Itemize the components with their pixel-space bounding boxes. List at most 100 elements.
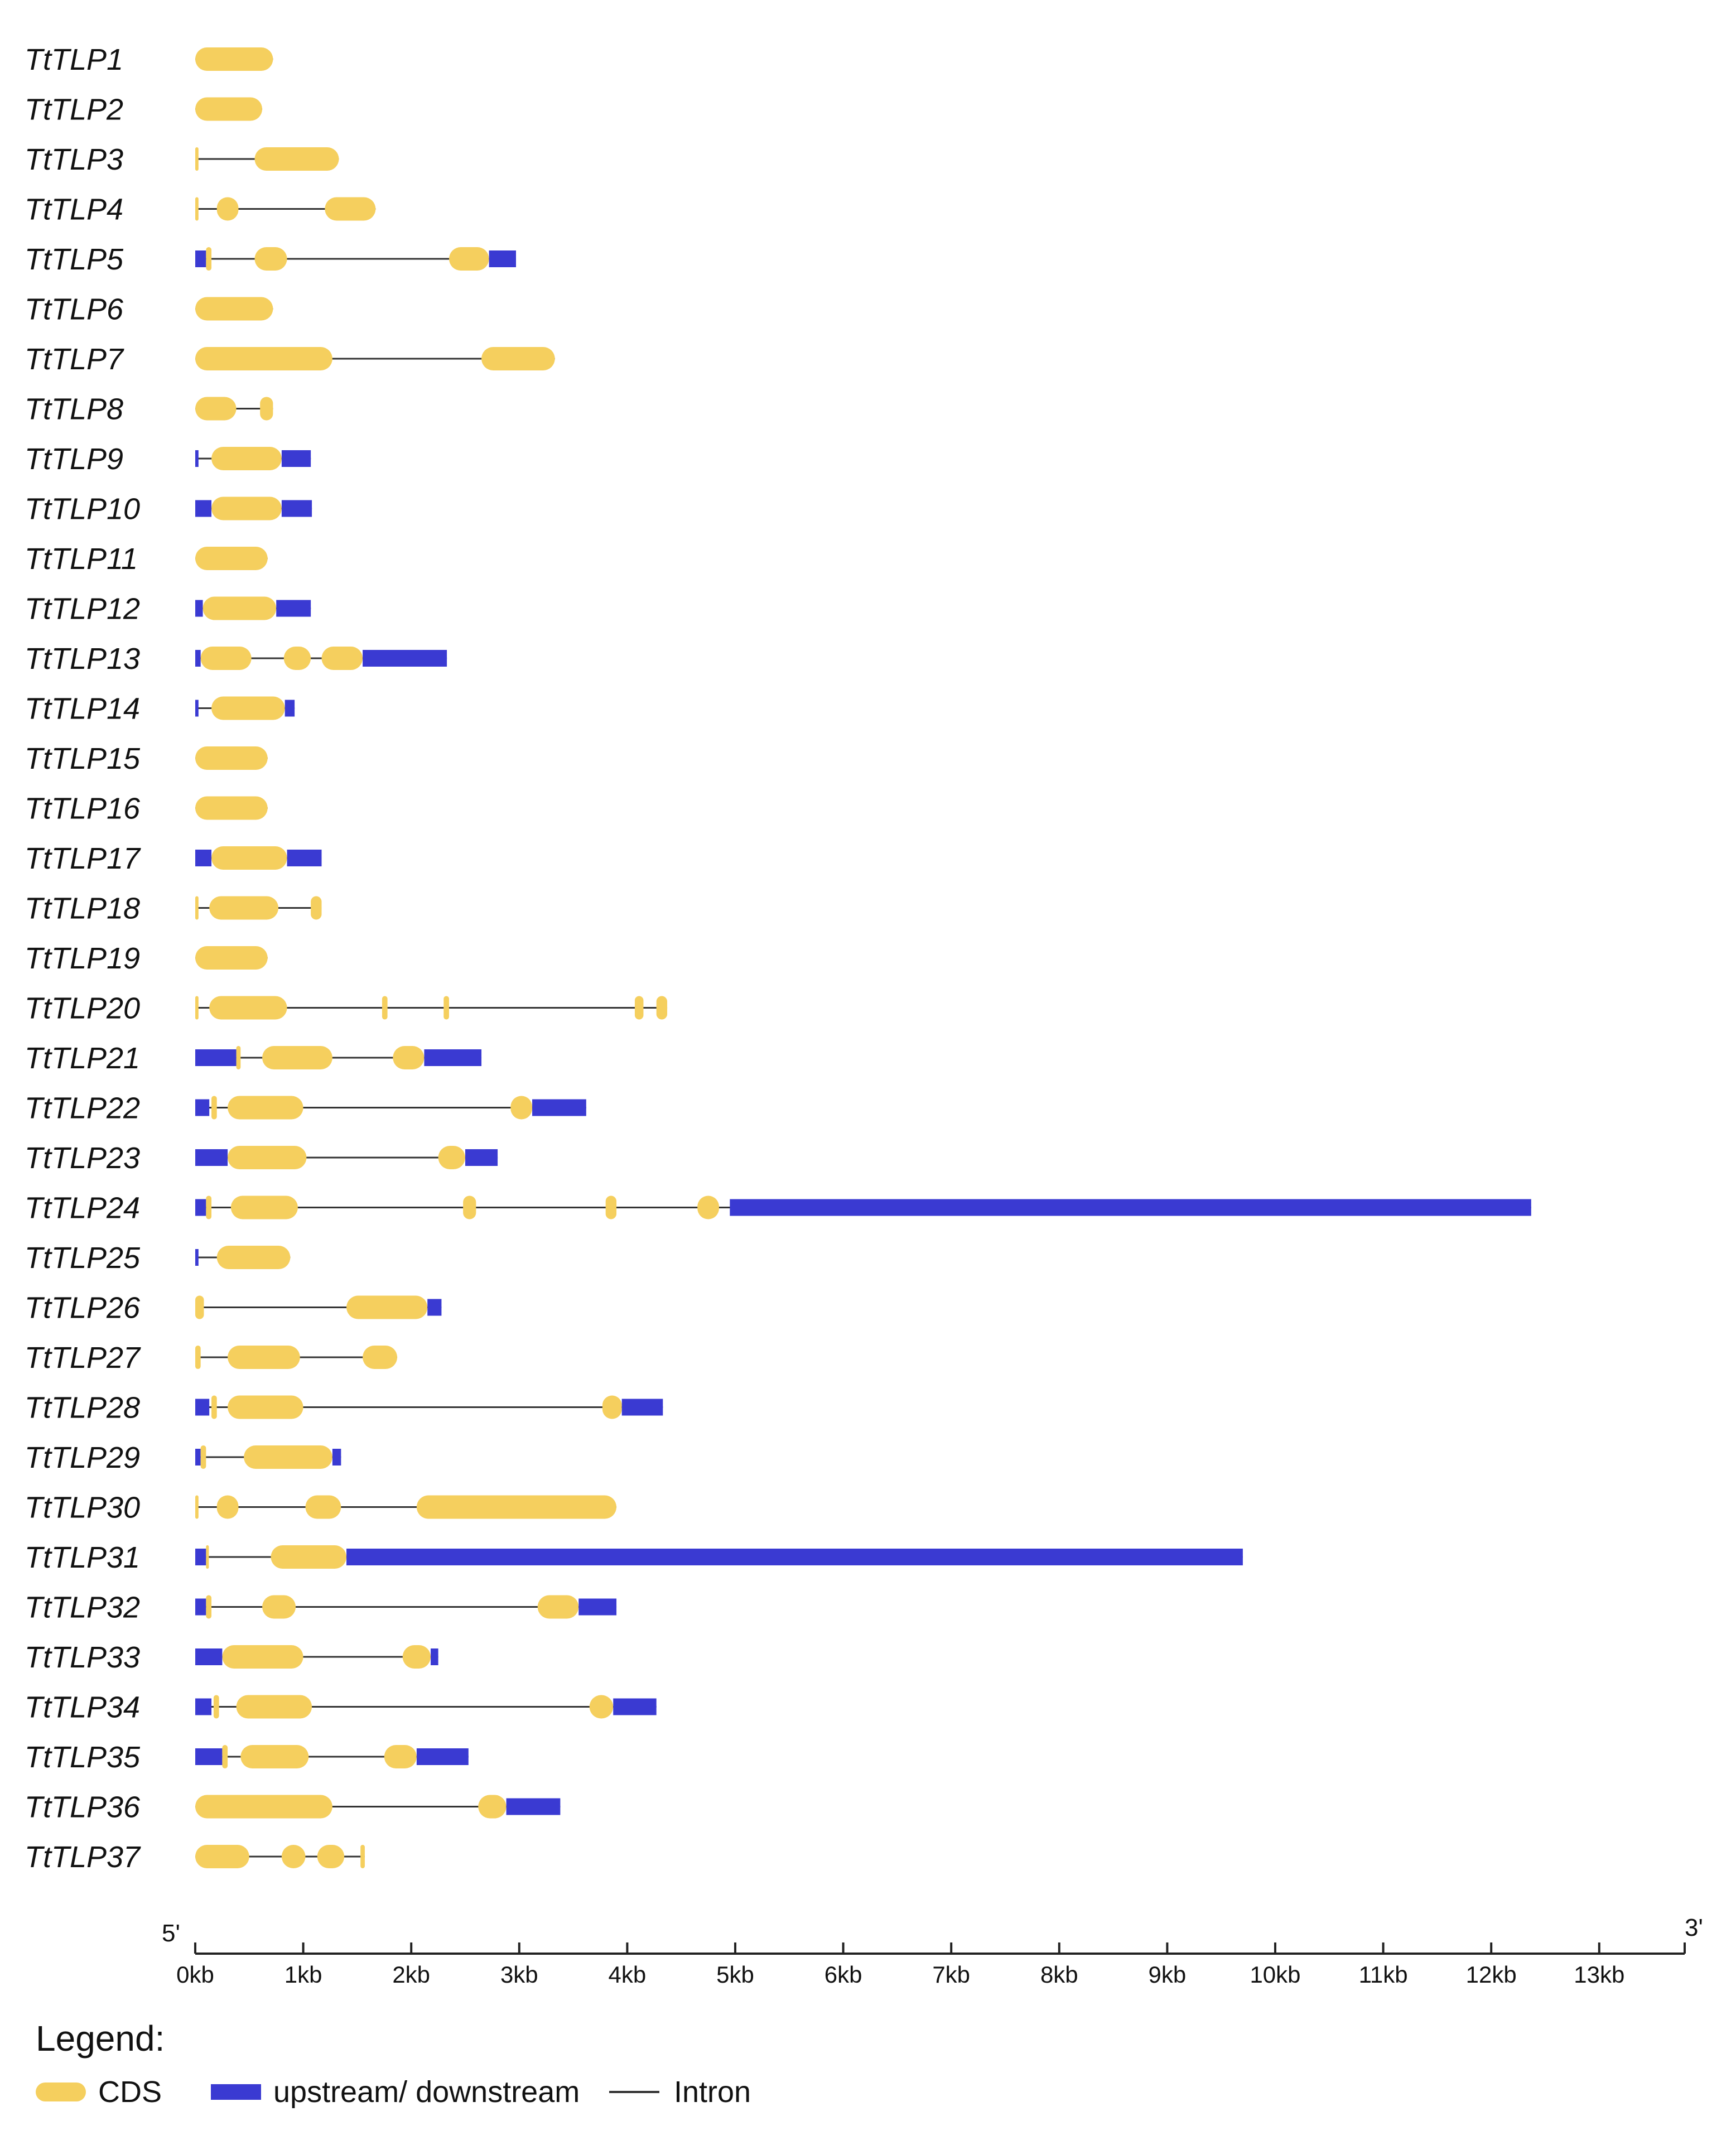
legend-swatch-cds <box>36 2082 86 2101</box>
cds-segment <box>230 1195 298 1219</box>
gene-row-TtTLP2: TtTLP2 <box>25 93 263 127</box>
axis-tick-label: 6kb <box>824 1961 862 1988</box>
gene-row-TtTLP12: TtTLP12 <box>25 592 311 626</box>
cds-segment <box>325 197 376 221</box>
cds-segment <box>206 1595 212 1619</box>
utr-segment <box>284 700 295 717</box>
cds-segment <box>228 1395 303 1419</box>
cds-segment <box>195 1346 201 1369</box>
gene-label: TtTLP30 <box>25 1491 140 1525</box>
utr-segment <box>287 850 322 866</box>
gene-label: TtTLP12 <box>25 592 140 626</box>
utr-segment <box>427 1299 442 1316</box>
gene-label: TtTLP32 <box>25 1591 140 1624</box>
utr-segment <box>613 1698 657 1715</box>
gene-label: TtTLP16 <box>25 792 141 826</box>
cds-segment <box>443 996 449 1020</box>
utr-segment <box>195 1549 206 1565</box>
utr-segment <box>363 650 447 667</box>
axis-tick-label: 13kb <box>1574 1961 1624 1988</box>
cds-segment <box>195 97 263 121</box>
gene-label: TtTLP15 <box>25 742 141 775</box>
utr-segment <box>195 700 199 717</box>
cds-segment <box>416 1495 617 1519</box>
utr-segment <box>195 250 206 267</box>
cds-segment <box>360 1845 365 1868</box>
legend-label-intron: Intron <box>674 2075 751 2109</box>
gene-label: TtTLP33 <box>25 1641 140 1674</box>
gene-label: TtTLP18 <box>25 892 140 925</box>
cds-segment <box>195 47 273 71</box>
utr-segment <box>465 1149 498 1166</box>
gene-row-TtTLP20: TtTLP20 <box>25 992 668 1025</box>
gene-row-TtTLP9: TtTLP9 <box>25 442 311 476</box>
cds-segment <box>254 247 287 271</box>
cds-segment <box>481 347 555 370</box>
utr-segment <box>195 500 212 517</box>
cds-segment <box>195 397 237 421</box>
gene-label: TtTLP36 <box>25 1791 141 1824</box>
gene-row-TtTLP31: TtTLP31 <box>25 1541 1243 1574</box>
cds-segment <box>202 596 277 620</box>
utr-segment <box>424 1049 482 1066</box>
axis-tick-label: 8kb <box>1040 1961 1078 1988</box>
gene-row-TtTLP3: TtTLP3 <box>25 143 339 176</box>
cds-segment <box>262 1046 332 1069</box>
legend-swatch-utr <box>211 2084 261 2100</box>
axis-tick-label: 12kb <box>1466 1961 1517 1988</box>
cds-segment <box>244 1445 332 1469</box>
gene-row-TtTLP37: TtTLP37 <box>25 1840 365 1874</box>
gene-row-TtTLP19: TtTLP19 <box>25 942 268 975</box>
utr-segment <box>195 650 201 667</box>
cds-segment <box>216 1495 239 1519</box>
gene-row-TtTLP21: TtTLP21 <box>25 1042 482 1075</box>
gene-row-TtTLP8: TtTLP8 <box>25 393 273 426</box>
cds-segment <box>463 1195 476 1219</box>
gene-label: TtTLP17 <box>25 842 141 875</box>
cds-segment <box>317 1845 345 1868</box>
gene-label: TtTLP29 <box>25 1441 140 1474</box>
gene-row-TtTLP7: TtTLP7 <box>25 343 555 376</box>
gene-label: TtTLP14 <box>25 692 140 726</box>
gene-row-TtTLP29: TtTLP29 <box>25 1441 341 1474</box>
utr-segment <box>532 1099 586 1116</box>
cds-segment <box>213 1695 219 1719</box>
gene-label: TtTLP1 <box>25 43 123 76</box>
gene-label: TtTLP4 <box>25 193 123 226</box>
cds-segment <box>438 1146 465 1169</box>
cds-segment <box>195 147 199 171</box>
cds-segment <box>321 647 363 670</box>
cds-segment <box>393 1046 425 1069</box>
utr-segment <box>195 850 212 866</box>
cds-segment <box>206 1545 209 1569</box>
gene-row-TtTLP30: TtTLP30 <box>25 1491 617 1525</box>
utr-segment <box>346 1549 1243 1565</box>
axis-tick-label: 4kb <box>609 1961 647 1988</box>
cds-segment <box>211 1395 217 1419</box>
cds-segment <box>449 247 489 271</box>
cds-segment <box>602 1395 622 1419</box>
gene-label: TtTLP13 <box>25 642 140 676</box>
gene-label: TtTLP31 <box>25 1541 140 1574</box>
cds-segment <box>281 1845 306 1868</box>
cds-segment <box>228 1146 307 1169</box>
cds-segment <box>228 1096 303 1120</box>
gene-row-TtTLP23: TtTLP23 <box>25 1141 498 1175</box>
cds-segment <box>222 1745 228 1768</box>
utr-segment <box>195 1099 210 1116</box>
gene-row-TtTLP16: TtTLP16 <box>25 792 268 826</box>
axis-tick-label: 7kb <box>932 1961 970 1988</box>
cds-segment <box>305 1495 341 1519</box>
cds-segment <box>510 1096 533 1120</box>
cds-segment <box>195 1795 332 1819</box>
gene-label: TtTLP23 <box>25 1141 140 1175</box>
cds-segment <box>216 1246 291 1269</box>
cds-segment <box>346 1295 428 1319</box>
cds-segment <box>195 297 273 321</box>
utr-segment <box>195 1149 228 1166</box>
axis-tick-label: 9kb <box>1149 1961 1187 1988</box>
gene-label: TtTLP10 <box>25 493 140 526</box>
gene-row-TtTLP25: TtTLP25 <box>25 1241 291 1275</box>
cds-segment <box>211 1096 217 1120</box>
utr-segment <box>506 1798 561 1815</box>
